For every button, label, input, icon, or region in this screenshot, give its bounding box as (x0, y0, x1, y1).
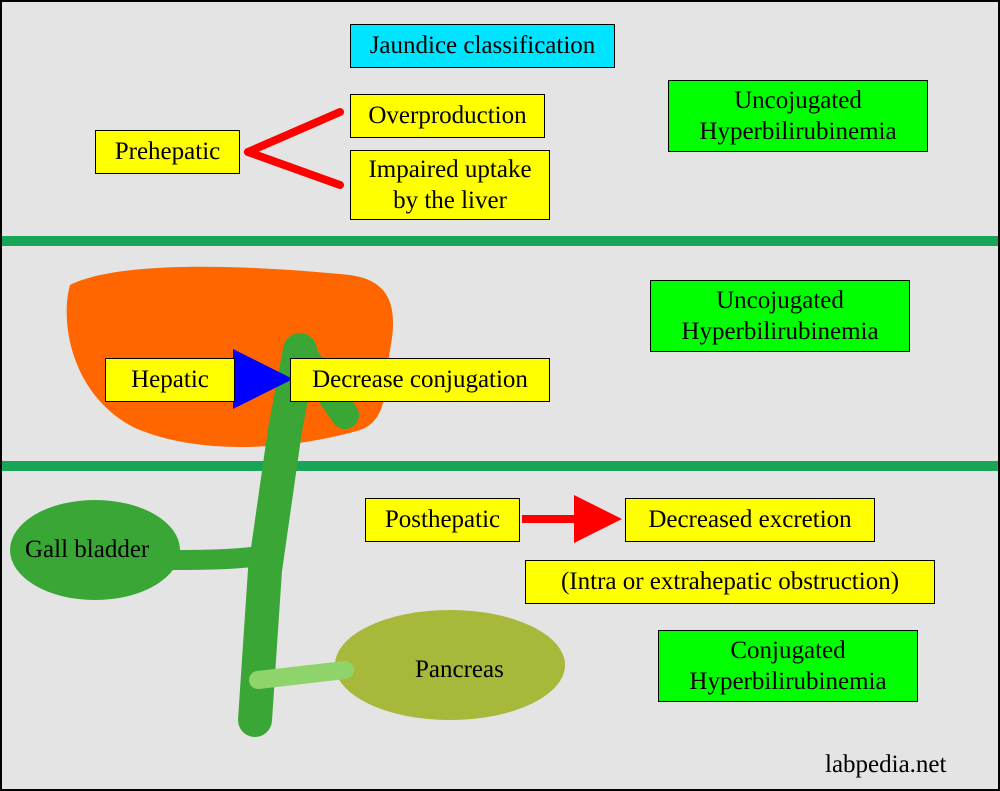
decreased-excretion-box: Decreased excretion (625, 498, 875, 542)
decrease-conjugation-box: Decrease conjugation (290, 358, 550, 402)
pancreas-label: Pancreas (415, 650, 715, 690)
diagram-canvas: Jaundice classification Prehepatic Overp… (0, 0, 1000, 791)
obstruction-box: (Intra or extrahepatic obstruction) (525, 560, 935, 604)
overproduction-box: Overproduction (350, 94, 545, 138)
impaired-uptake-box: Impaired uptake by the liver (350, 150, 550, 220)
watermark-label: labpedia.net (825, 745, 1000, 785)
unconjugated-box-1: Uncojugated Hyperbilirubinemia (668, 80, 928, 152)
hepatic-box: Hepatic (105, 358, 235, 402)
posthepatic-box: Posthepatic (365, 498, 520, 542)
title-box: Jaundice classification (350, 24, 615, 68)
prehepatic-box: Prehepatic (95, 130, 240, 174)
gallbladder-label: Gall bladder (25, 530, 325, 570)
unconjugated-box-2: Uncojugated Hyperbilirubinemia (650, 280, 910, 352)
